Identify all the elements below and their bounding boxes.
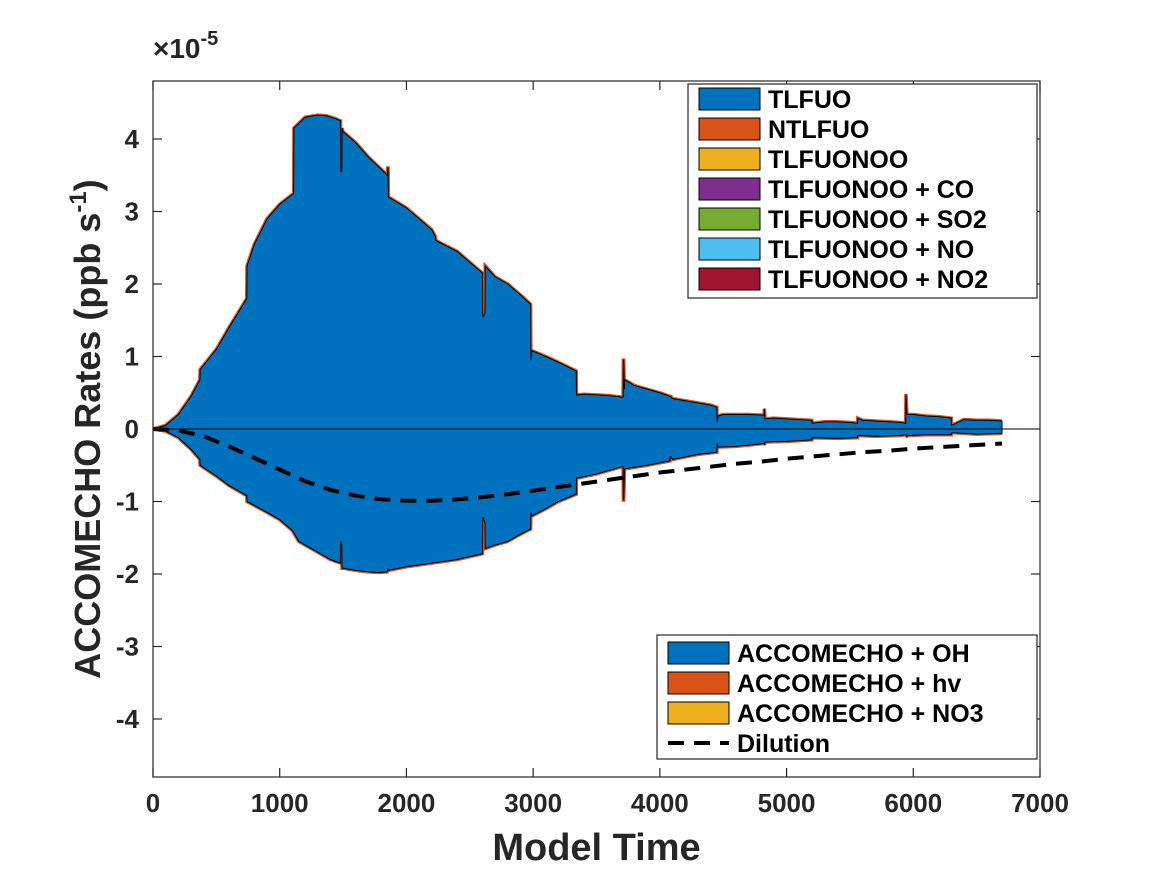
loss-legend-swatch bbox=[667, 641, 730, 665]
x-tick-label: 0 bbox=[146, 788, 160, 818]
loss-legend-label: ACCOMECHO + NO3 bbox=[737, 700, 984, 728]
y-tick-label: -2 bbox=[116, 559, 139, 589]
y-tick-label: -4 bbox=[116, 704, 140, 734]
production-legend-swatch bbox=[698, 207, 761, 231]
x-axis-label: Model Time bbox=[492, 827, 700, 869]
y-tick-label: 0 bbox=[125, 414, 139, 444]
x-tick-label: 5000 bbox=[758, 788, 816, 818]
production-legend-label: TLFUO bbox=[768, 86, 851, 114]
production-legend-swatch bbox=[698, 237, 761, 261]
production-legend-label: TLFUONOO + NO2 bbox=[768, 266, 988, 294]
loss-legend-label: Dilution bbox=[737, 730, 830, 758]
axis-layer: 0 1000 2000 3000 4000 5000 6000 7000 -4 -3 -2 -1 0 1 2… bbox=[65, 28, 1069, 869]
plot-layer bbox=[153, 113, 1040, 575]
x-tick-label: 2000 bbox=[378, 788, 436, 818]
x-tick-label: 1000 bbox=[251, 788, 309, 818]
y-exponent: ×10-5 bbox=[153, 28, 218, 64]
x-tick-label: 3000 bbox=[504, 788, 562, 818]
y-tick-label: -1 bbox=[116, 487, 139, 517]
production-area-tlfuo bbox=[153, 114, 1003, 430]
plot-area bbox=[153, 113, 1040, 575]
x-tick-label: 7000 bbox=[1011, 788, 1069, 818]
loss-area-oh bbox=[153, 428, 1003, 574]
production-legend-label: TLFUONOO + SO2 bbox=[768, 206, 987, 234]
x-tick-label: 4000 bbox=[631, 788, 689, 818]
production-legend-label: TLFUONOO + NO bbox=[768, 236, 974, 264]
y-tick-label: 3 bbox=[125, 197, 139, 227]
y-axis-label-sup: -1 bbox=[65, 191, 92, 212]
production-legend-swatch bbox=[698, 117, 761, 141]
y-axis-label: ACCOMECHO Rates (ppb s-1) bbox=[65, 179, 108, 678]
production-legend-swatch bbox=[698, 267, 761, 291]
y-axis-label-main: ACCOMECHO Rates (ppb s bbox=[67, 213, 108, 679]
loss-legend-label: ACCOMECHO + OH bbox=[737, 640, 970, 668]
loss-legend-swatch bbox=[667, 671, 730, 695]
production-legend-swatch bbox=[698, 87, 761, 111]
production-legend-swatch bbox=[698, 147, 761, 171]
y-axis-label-close: ) bbox=[67, 179, 108, 191]
production-legend-label: NTLFUO bbox=[768, 116, 869, 144]
dilution-line bbox=[153, 427, 1003, 503]
loss-legend-swatch bbox=[667, 701, 730, 725]
y-tick-label: 1 bbox=[125, 342, 139, 372]
x-tick-label: 6000 bbox=[884, 788, 942, 818]
loss-legend-label: ACCOMECHO + hv bbox=[737, 670, 961, 698]
y-tick-label: 2 bbox=[125, 269, 139, 299]
y-tick-label: -3 bbox=[116, 632, 139, 662]
y-exponent-power: -5 bbox=[201, 28, 219, 50]
production-legend-label: TLFUONOO + CO bbox=[768, 176, 974, 204]
production-legend-swatch bbox=[698, 177, 761, 201]
y-tick-label: 4 bbox=[125, 124, 140, 154]
y-exponent-base: ×10 bbox=[153, 33, 201, 64]
production-legend-label: TLFUONOO bbox=[768, 146, 908, 174]
